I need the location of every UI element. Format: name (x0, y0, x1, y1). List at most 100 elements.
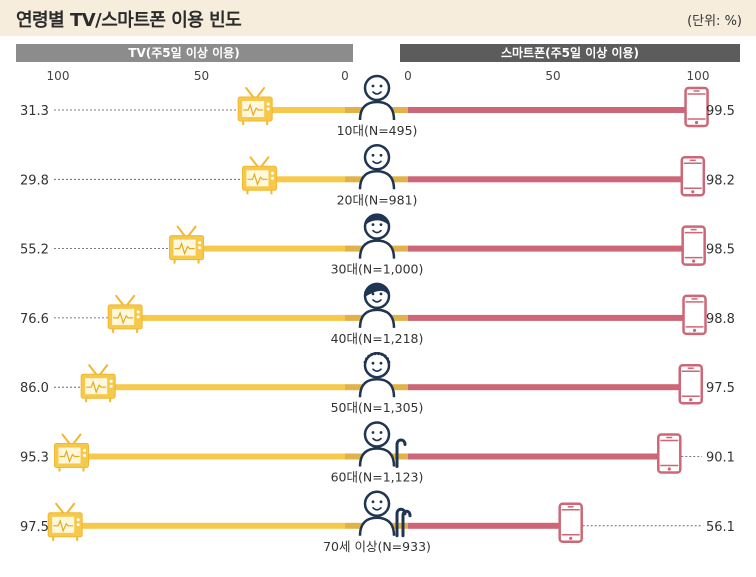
left-tick-label: 0 (341, 69, 349, 83)
person-mouth (372, 299, 382, 303)
tv-signal (243, 103, 264, 117)
smartphone-icon (680, 156, 706, 197)
person-head (363, 74, 391, 102)
tv-screen (173, 239, 196, 256)
person-eye (379, 361, 383, 365)
person-head (363, 490, 391, 518)
smartphone-home-button (691, 190, 695, 194)
right-tick-label: 0 (404, 69, 412, 83)
smartphone-home-button (692, 259, 696, 263)
tv-icon (237, 87, 273, 125)
smartphone-body (657, 433, 682, 474)
person-icon (358, 213, 396, 259)
age-category-label: 70세 이상(N=933) (323, 539, 431, 554)
person-eye (371, 500, 375, 504)
tv-value-label: 29.8 (20, 173, 49, 188)
tv-antenna (61, 433, 71, 445)
person-eye (371, 431, 375, 434)
smartphone-body (681, 225, 706, 266)
right-tick-label: 100 (687, 69, 710, 83)
person-eye (371, 361, 375, 365)
smartphone-value-label: 90.1 (706, 451, 735, 466)
age-category-label: 30대(N=1,000) (331, 262, 424, 277)
smartphone-bar (408, 522, 571, 529)
person-body (358, 100, 396, 121)
person-hair (364, 284, 390, 297)
tv-icon (241, 156, 277, 195)
tv-antenna (245, 87, 255, 98)
person-mouth (372, 437, 382, 442)
right-tick-label: 50 (545, 69, 560, 83)
tv-bar (259, 176, 345, 183)
age-category-label: 40대(N=1,218) (331, 331, 424, 346)
tv-signal (113, 311, 134, 325)
smartphone-home-button (692, 328, 697, 332)
tv-antenna (187, 225, 197, 237)
tv-icon (107, 294, 143, 333)
tv-icon (80, 364, 116, 403)
person-icon (358, 421, 407, 468)
tv-antenna (99, 364, 109, 376)
smartphone-value-label: 97.5 (706, 381, 735, 396)
person-eye (371, 223, 375, 226)
title-band: 연령별 TV/스마트폰 이용 빈도 (단위: %) (0, 0, 756, 36)
left-tick-label: 100 (47, 69, 70, 83)
tv-signal (86, 380, 107, 394)
person-eye (379, 431, 383, 434)
tv-antenna (66, 502, 76, 514)
person-mouth (372, 91, 382, 95)
tv-icon (53, 433, 89, 472)
tv-antenna (176, 225, 186, 237)
person-mouth (372, 229, 382, 234)
person-hair (368, 490, 386, 496)
smartphone-value-label: 98.5 (706, 243, 735, 258)
smartphone-bar (408, 107, 697, 113)
smartphone-bar (408, 384, 691, 391)
smartphone-body (558, 502, 583, 544)
age-category-label: 50대(N=1,305) (331, 400, 424, 415)
smartphone-body (682, 294, 707, 336)
tv-bar (125, 314, 346, 321)
tv-bar (98, 384, 346, 391)
walking-cane (395, 438, 407, 468)
tv-knob (198, 246, 202, 250)
tv-signal (174, 241, 195, 256)
tv-knob (76, 518, 80, 522)
unit-label: (단위: %) (687, 14, 742, 29)
person-body (358, 170, 396, 190)
age-category-label: 10대(N=495) (337, 123, 418, 138)
tv-screen (85, 378, 108, 395)
person-body (358, 447, 396, 467)
tv-antenna (72, 433, 82, 445)
person-eye (379, 292, 383, 296)
tv-icon (47, 502, 83, 541)
smartphone-home-button (694, 120, 699, 125)
tv-value-label: 95.3 (20, 451, 49, 466)
smartphone-value-label: 98.2 (706, 173, 735, 188)
smartphone-bar (408, 453, 670, 460)
tv-screen (58, 447, 81, 464)
tv-knob (266, 102, 270, 106)
smartphone-body (684, 86, 709, 128)
smartphone-series-header (400, 44, 740, 62)
tv-bar (71, 453, 345, 460)
smartphone-icon (682, 294, 707, 336)
tv-antenna (88, 364, 98, 376)
tv-antenna (115, 294, 125, 306)
tv-knob (270, 171, 274, 175)
tv-screen (246, 170, 269, 187)
smartphone-series-header-label: 스마트폰(주5일 이상 이용) (501, 45, 639, 60)
tv-antenna (55, 502, 65, 514)
tv-screen (52, 516, 75, 533)
smartphone-value-label: 98.8 (706, 312, 735, 327)
tv-value-label: 97.5 (20, 520, 49, 535)
tv-icon (169, 225, 205, 264)
tv-knob (136, 315, 140, 319)
tv-antenna (256, 87, 266, 98)
person-body (358, 377, 396, 398)
person-mouth (372, 368, 382, 372)
tv-knob (270, 176, 274, 180)
tv-antenna (249, 156, 259, 168)
smartphone-body (680, 156, 706, 197)
